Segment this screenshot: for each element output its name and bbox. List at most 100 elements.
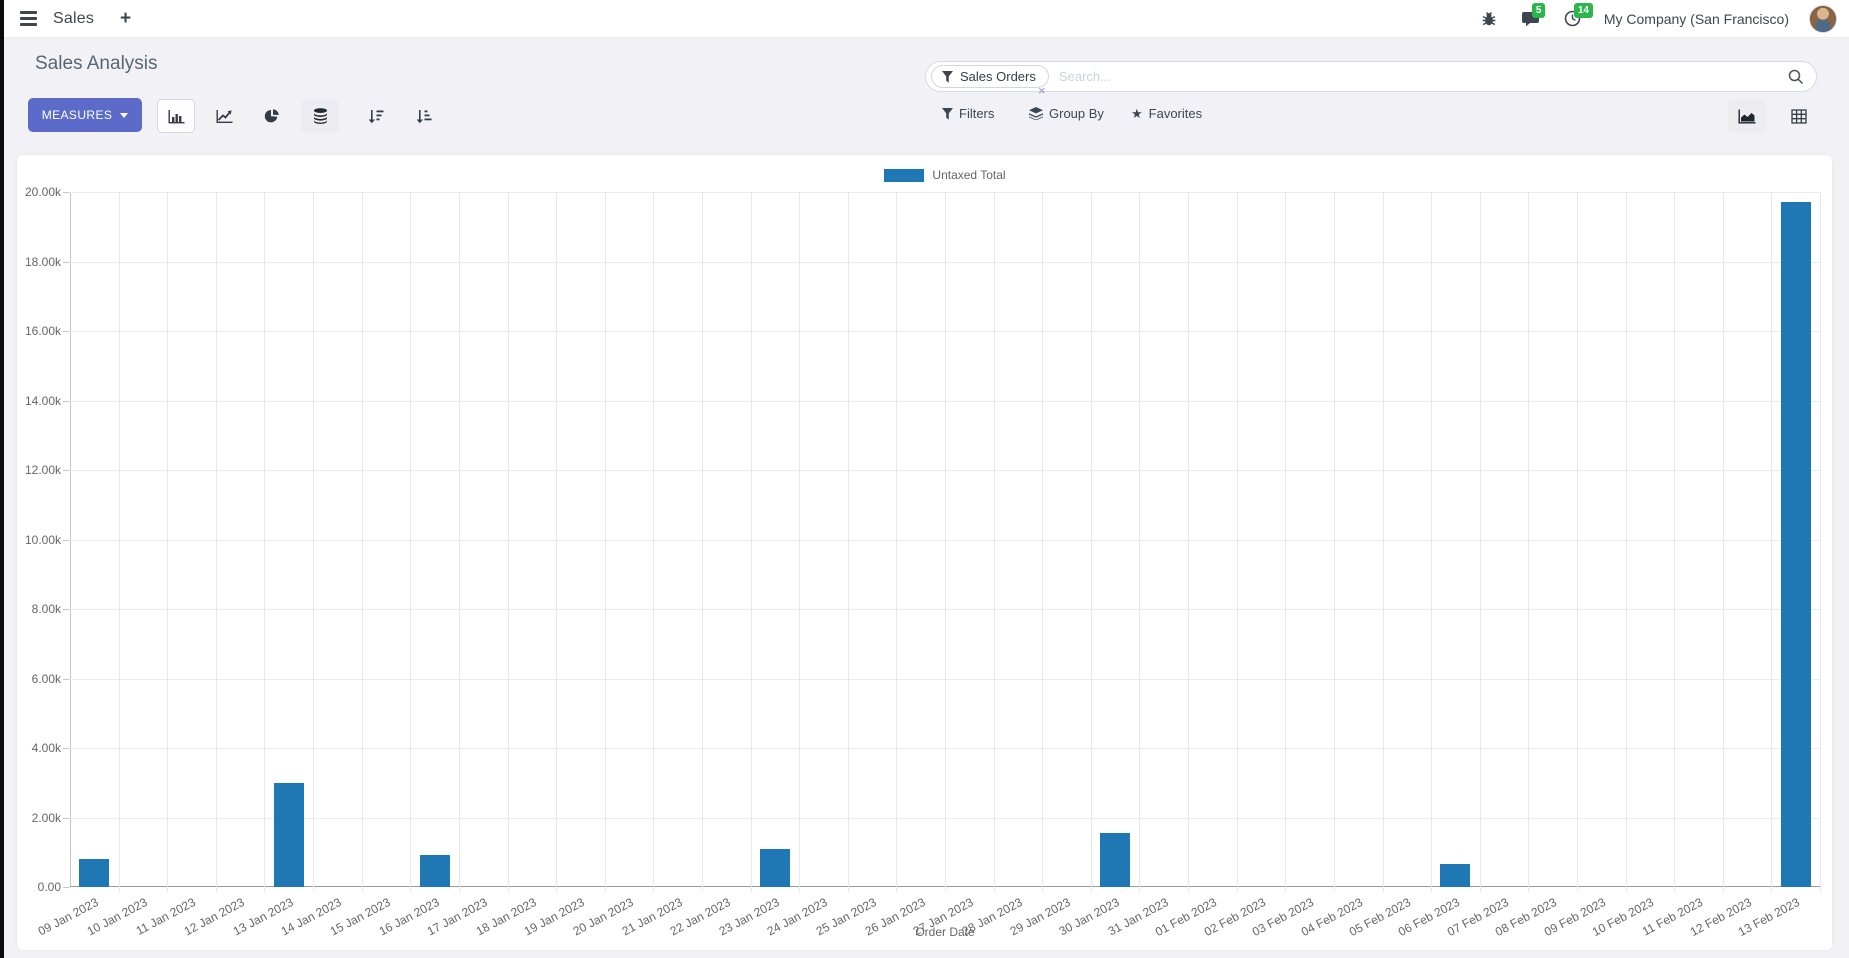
line-chart-mode-button[interactable]: [205, 99, 243, 133]
messages-count-badge: 5: [1531, 2, 1546, 18]
y-tick: [63, 539, 70, 541]
y-tick: [63, 192, 70, 193]
activities-count-badge: 14: [1573, 2, 1593, 18]
y-tick-label: 0.00: [37, 880, 61, 894]
bar-30-jan-2023[interactable]: [1100, 833, 1131, 887]
bar-09-jan-2023[interactable]: [79, 859, 110, 887]
chart-card: Untaxed Total 0.00 2.00k 4.00k 6.00k 8.00k 10…: [17, 155, 1832, 950]
x-gridline: [167, 192, 169, 892]
pivot-view-button[interactable]: [1780, 99, 1818, 133]
stacked-toggle-button[interactable]: [301, 99, 339, 133]
y-tick-label: 16.00k: [24, 324, 61, 338]
activities-clock-icon[interactable]: 14: [1562, 2, 1593, 30]
page-title: Sales Analysis: [35, 53, 158, 74]
x-gridline: [1820, 192, 1821, 892]
facet-remove-icon[interactable]: ×: [1038, 83, 1046, 98]
debug-bug-icon[interactable]: [1478, 8, 1500, 30]
x-axis-title: Order Date: [915, 925, 975, 939]
legend-label: Untaxed Total: [932, 168, 1006, 182]
y-tick-label: 6.00k: [31, 671, 61, 686]
facet-label: Sales Orders: [960, 69, 1036, 84]
search-input[interactable]: Search...: [1058, 69, 1111, 84]
bar-13-feb-2023[interactable]: [1780, 202, 1811, 887]
x-gridline: [1431, 192, 1433, 892]
x-gridline: [1722, 192, 1724, 892]
group-by-label: Group By: [1049, 106, 1104, 121]
x-gridline: [1139, 192, 1141, 892]
y-tick: [63, 261, 70, 263]
user-avatar[interactable]: [1809, 4, 1837, 33]
filters-button[interactable]: Filters: [942, 106, 994, 121]
group-by-button[interactable]: Group By: [1029, 106, 1104, 121]
top-navbar: Sales + 5 14: [4, 0, 1849, 38]
sort-descending-button[interactable]: [357, 99, 395, 133]
sort-amount-asc-icon: [416, 109, 432, 123]
x-gridline: [1625, 192, 1627, 892]
search-bar[interactable]: Sales Orders Search...: [925, 61, 1817, 92]
favorites-label: Favorites: [1148, 106, 1203, 121]
x-gridline: [1479, 192, 1481, 892]
x-gridline: [361, 192, 363, 892]
y-tick-label: 10.00k: [24, 532, 61, 547]
y-tick: [63, 678, 70, 680]
x-gridline: [1382, 192, 1384, 892]
sort-ascending-button[interactable]: [405, 99, 443, 133]
pivot-table-icon: [1791, 108, 1807, 124]
bar-23-jan-2023[interactable]: [759, 848, 790, 887]
favorites-button[interactable]: ★ Favorites: [1131, 106, 1202, 121]
area-chart-icon: [1738, 109, 1756, 123]
bar-16-jan-2023[interactable]: [419, 855, 450, 887]
y-tick-label: 12.00k: [24, 463, 61, 477]
x-gridline: [313, 192, 315, 892]
x-gridline: [1236, 192, 1238, 892]
bar-13-jan-2023[interactable]: [273, 782, 304, 887]
plot-area: 0.00 2.00k 4.00k 6.00k 8.00k 10.00k 12.00k 14.0…: [25, 185, 1821, 939]
x-gridline: [750, 192, 752, 892]
x-gridline: [507, 192, 509, 892]
x-gridline: [264, 192, 266, 892]
legend-swatch: [884, 168, 925, 182]
measures-label: MEASURES: [41, 108, 113, 122]
x-gridline: [1188, 192, 1190, 892]
app-title[interactable]: Sales: [53, 9, 95, 27]
bar-chart-icon: [168, 109, 184, 123]
y-tick: [63, 331, 70, 332]
new-tab-button[interactable]: +: [120, 8, 132, 29]
x-gridline: [945, 192, 946, 892]
messages-icon[interactable]: 5: [1520, 2, 1546, 30]
x-gridline: [604, 192, 606, 892]
y-tick: [63, 609, 70, 610]
measures-button[interactable]: MEASURES: [28, 98, 142, 132]
filters-label: Filters: [959, 106, 995, 121]
sort-amount-desc-icon: [368, 109, 384, 123]
pie-chart-mode-button[interactable]: [253, 99, 291, 133]
window-edge: [0, 0, 4, 958]
apps-menu-icon[interactable]: [18, 7, 39, 30]
graph-view-button[interactable]: [1728, 99, 1766, 133]
search-icon[interactable]: [1788, 69, 1804, 85]
x-gridline: [458, 192, 460, 892]
filter-funnel-icon: [942, 107, 953, 120]
x-gridline: [1528, 192, 1530, 892]
x-gridline: [1285, 192, 1287, 892]
y-tick: [63, 400, 70, 402]
x-gridline: [799, 192, 801, 892]
y-tick-label: 4.00k: [31, 741, 61, 755]
pie-chart-icon: [264, 109, 279, 123]
company-switcher[interactable]: My Company (San Francisco): [1603, 10, 1789, 27]
y-tick: [63, 887, 70, 888]
x-gridline: [993, 192, 995, 892]
star-icon: ★: [1131, 106, 1143, 121]
y-tick-label: 20.00k: [24, 185, 61, 199]
bar-chart-mode-button[interactable]: [157, 99, 195, 133]
bar-06-feb-2023[interactable]: [1440, 864, 1471, 887]
x-gridline: [1771, 192, 1773, 892]
search-facet-sales-orders[interactable]: Sales Orders: [931, 65, 1049, 88]
x-gridline: [896, 192, 898, 892]
x-gridline: [556, 192, 558, 892]
legend[interactable]: Untaxed Total: [70, 168, 1820, 182]
x-gridline: [1333, 192, 1335, 892]
x-gridline: [1090, 192, 1092, 892]
line-chart-icon: [216, 109, 232, 123]
